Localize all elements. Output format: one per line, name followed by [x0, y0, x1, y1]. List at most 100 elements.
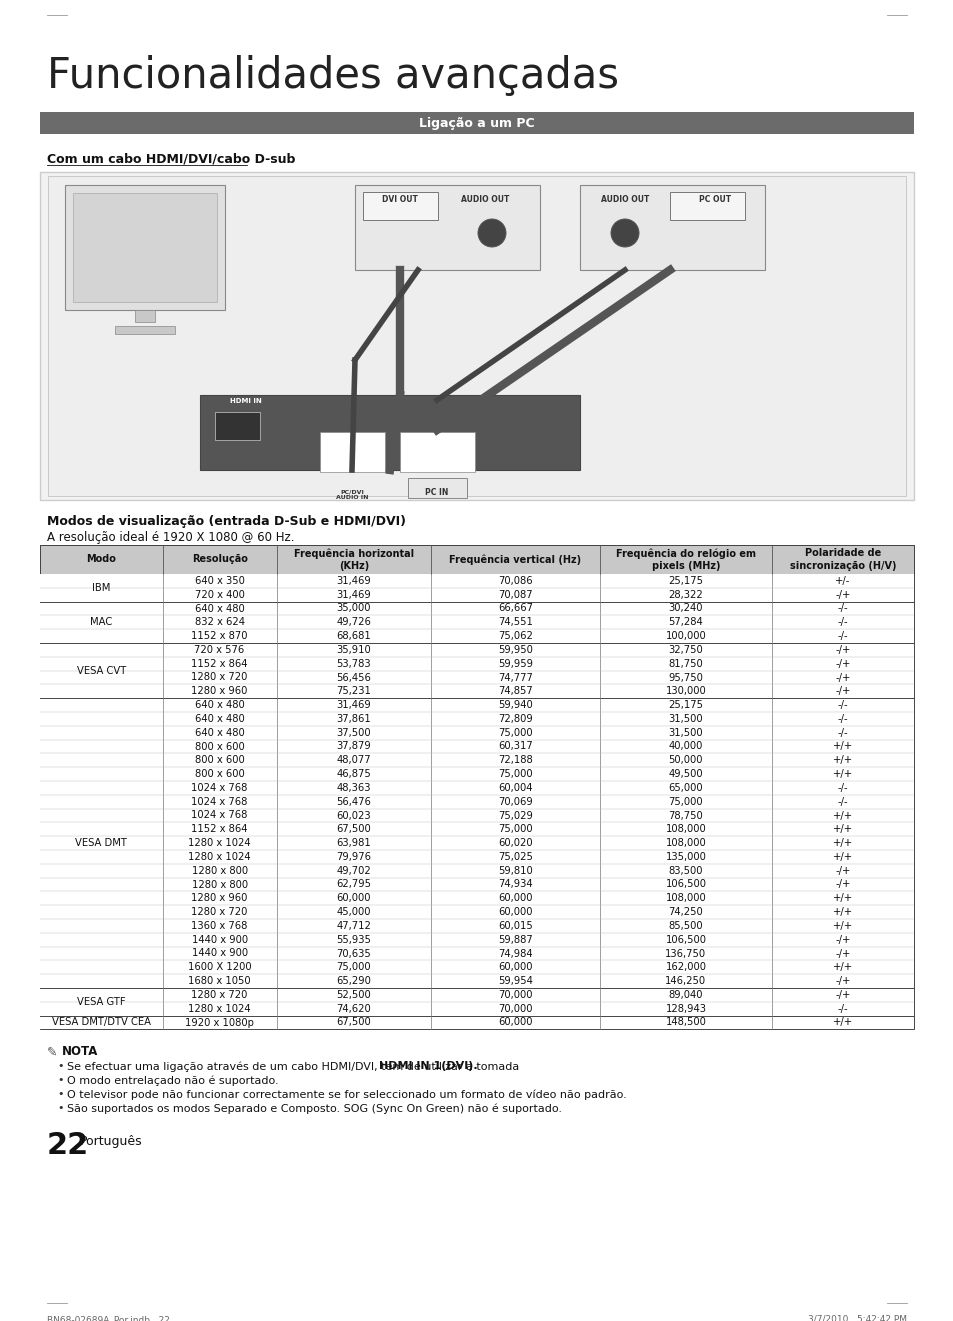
Bar — [598, 960, 771, 974]
Text: Frequência do relógio em
pixels (MHz): Frequência do relógio em pixels (MHz) — [616, 548, 755, 571]
Bar — [73, 193, 216, 303]
Bar — [276, 740, 431, 753]
Text: 1440 x 900: 1440 x 900 — [192, 935, 248, 945]
Text: +/+: +/+ — [832, 741, 852, 752]
Text: -/+: -/+ — [835, 989, 850, 1000]
Text: VESA CVT: VESA CVT — [76, 666, 126, 675]
Bar — [771, 947, 913, 960]
Bar — [162, 575, 276, 588]
Bar — [771, 712, 913, 725]
Bar — [162, 643, 276, 657]
Text: 75,000: 75,000 — [497, 728, 532, 737]
Text: 57,284: 57,284 — [668, 617, 702, 627]
Text: 70,086: 70,086 — [497, 576, 532, 587]
Text: 1024 x 768: 1024 x 768 — [192, 797, 248, 807]
Bar — [276, 808, 431, 823]
Text: 720 x 400: 720 x 400 — [194, 589, 244, 600]
Text: 128,943: 128,943 — [664, 1004, 705, 1013]
Text: -/+: -/+ — [835, 645, 850, 655]
Text: 59,887: 59,887 — [497, 935, 532, 945]
Text: 75,231: 75,231 — [336, 687, 371, 696]
Bar — [276, 849, 431, 864]
Text: 640 x 480: 640 x 480 — [194, 604, 244, 613]
Text: 70,635: 70,635 — [336, 948, 371, 959]
Text: -/+: -/+ — [835, 589, 850, 600]
Bar — [598, 849, 771, 864]
Text: 83,500: 83,500 — [668, 865, 702, 876]
Bar — [399, 432, 475, 472]
Bar — [431, 588, 598, 601]
Text: 31,469: 31,469 — [336, 576, 371, 587]
Bar — [598, 601, 771, 616]
Text: 67,500: 67,500 — [336, 1017, 371, 1028]
Bar — [276, 616, 431, 629]
Text: -/-: -/- — [837, 631, 847, 641]
Text: 59,810: 59,810 — [497, 865, 532, 876]
Bar — [162, 588, 276, 601]
Text: +/+: +/+ — [832, 962, 852, 972]
Text: -/+: -/+ — [835, 976, 850, 985]
Text: 1280 x 1024: 1280 x 1024 — [188, 852, 251, 861]
Bar — [771, 753, 913, 768]
Text: 78,750: 78,750 — [668, 811, 702, 820]
Text: -/+: -/+ — [835, 659, 850, 668]
Text: 1280 x 960: 1280 x 960 — [192, 893, 248, 904]
Text: 49,726: 49,726 — [336, 617, 371, 627]
Bar — [363, 192, 437, 221]
Text: 25,175: 25,175 — [668, 700, 702, 711]
Bar — [771, 974, 913, 988]
Text: +/+: +/+ — [832, 1017, 852, 1028]
Bar — [276, 974, 431, 988]
Bar — [276, 823, 431, 836]
Text: -/-: -/- — [837, 617, 847, 627]
Bar — [162, 947, 276, 960]
Bar — [276, 933, 431, 947]
Bar — [276, 795, 431, 808]
Text: -/-: -/- — [837, 728, 847, 737]
Bar — [40, 988, 162, 1016]
Bar — [276, 836, 431, 849]
Text: 30,240: 30,240 — [668, 604, 702, 613]
Bar — [598, 808, 771, 823]
Text: 62,795: 62,795 — [336, 880, 371, 889]
Text: DVI OUT: DVI OUT — [381, 196, 417, 203]
Bar — [40, 112, 913, 133]
Text: 28,322: 28,322 — [668, 589, 702, 600]
Text: -/+: -/+ — [835, 935, 850, 945]
Bar — [162, 988, 276, 1001]
Bar — [771, 849, 913, 864]
Bar — [431, 712, 598, 725]
Text: 70,000: 70,000 — [497, 1004, 532, 1013]
Text: -/-: -/- — [837, 713, 847, 724]
Text: 148,500: 148,500 — [665, 1017, 705, 1028]
Bar — [162, 808, 276, 823]
Bar — [431, 836, 598, 849]
Bar — [431, 740, 598, 753]
Bar — [162, 671, 276, 684]
Bar — [598, 712, 771, 725]
Text: 37,861: 37,861 — [336, 713, 371, 724]
Bar — [162, 781, 276, 795]
Text: PC OUT: PC OUT — [699, 196, 730, 203]
Text: 800 x 600: 800 x 600 — [194, 756, 244, 765]
Bar — [355, 185, 539, 269]
Text: O televisor pode não funcionar correctamente se for seleccionado um formato de v: O televisor pode não funcionar correctam… — [67, 1090, 626, 1100]
Bar — [431, 877, 598, 892]
Bar — [771, 919, 913, 933]
Text: HDMI IN: HDMI IN — [230, 398, 261, 404]
Text: 22: 22 — [47, 1131, 90, 1160]
Bar — [276, 905, 431, 919]
Text: 72,188: 72,188 — [497, 756, 532, 765]
Text: Frequência horizontal
(KHz): Frequência horizontal (KHz) — [294, 548, 414, 571]
Text: 832 x 624: 832 x 624 — [194, 617, 244, 627]
Text: 63,981: 63,981 — [336, 838, 371, 848]
Text: 1360 x 768: 1360 x 768 — [192, 921, 248, 931]
Bar — [598, 781, 771, 795]
Bar — [771, 960, 913, 974]
Bar — [669, 192, 744, 221]
Bar — [431, 933, 598, 947]
Text: VESA DMT/DTV CEA: VESA DMT/DTV CEA — [51, 1017, 151, 1028]
Bar — [431, 892, 598, 905]
Text: 1152 x 870: 1152 x 870 — [192, 631, 248, 641]
Text: A resolução ideal é 1920 X 1080 @ 60 Hz.: A resolução ideal é 1920 X 1080 @ 60 Hz. — [47, 531, 294, 544]
